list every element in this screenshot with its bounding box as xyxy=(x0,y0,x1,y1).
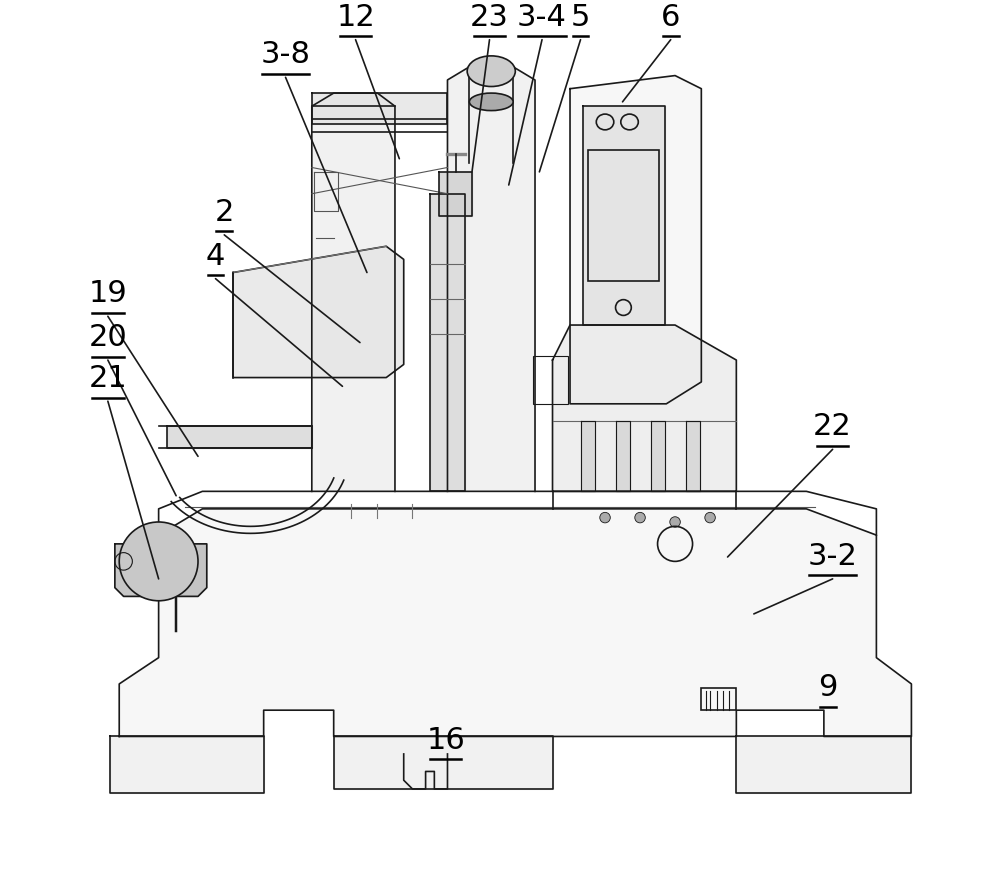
Polygon shape xyxy=(334,737,553,789)
Text: 4: 4 xyxy=(206,241,225,271)
Polygon shape xyxy=(736,737,911,793)
Polygon shape xyxy=(553,325,736,492)
Ellipse shape xyxy=(467,56,515,87)
Polygon shape xyxy=(651,421,665,492)
Text: 6: 6 xyxy=(661,3,680,32)
Polygon shape xyxy=(312,93,395,492)
Bar xyxy=(588,150,659,282)
Polygon shape xyxy=(570,76,701,404)
Bar xyxy=(701,688,736,710)
Text: 3-4: 3-4 xyxy=(517,3,567,32)
Ellipse shape xyxy=(600,512,610,523)
Polygon shape xyxy=(581,421,595,492)
Text: 3-2: 3-2 xyxy=(808,542,858,571)
Text: 12: 12 xyxy=(336,3,375,32)
Ellipse shape xyxy=(635,512,645,523)
Ellipse shape xyxy=(705,512,715,523)
Ellipse shape xyxy=(119,522,198,601)
Text: 23: 23 xyxy=(470,3,509,32)
Text: 19: 19 xyxy=(88,280,127,308)
Polygon shape xyxy=(447,67,535,492)
Polygon shape xyxy=(686,421,700,492)
Text: 20: 20 xyxy=(88,323,127,352)
Ellipse shape xyxy=(469,93,513,111)
Polygon shape xyxy=(430,194,465,492)
Text: 2: 2 xyxy=(215,198,234,227)
Text: 22: 22 xyxy=(813,412,852,442)
Polygon shape xyxy=(167,426,312,448)
Ellipse shape xyxy=(670,517,680,527)
Polygon shape xyxy=(110,737,264,793)
Polygon shape xyxy=(115,544,207,596)
Bar xyxy=(533,356,568,404)
Text: 9: 9 xyxy=(819,673,838,703)
Text: 5: 5 xyxy=(571,3,590,32)
Polygon shape xyxy=(616,421,630,492)
Polygon shape xyxy=(439,172,472,215)
Text: 3-8: 3-8 xyxy=(261,40,311,70)
Text: 16: 16 xyxy=(426,726,465,755)
Polygon shape xyxy=(119,509,911,737)
Polygon shape xyxy=(583,106,665,325)
Polygon shape xyxy=(233,246,404,377)
Text: 21: 21 xyxy=(88,365,127,393)
Polygon shape xyxy=(312,93,447,123)
